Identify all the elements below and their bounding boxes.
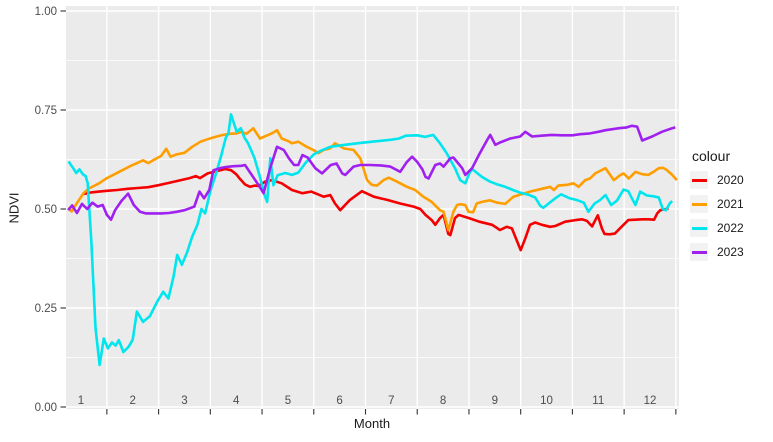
legend: colour 2020 2021 2022 2023	[690, 148, 744, 267]
legend-label: 2023	[717, 245, 744, 259]
x-tick-label: 9	[492, 395, 498, 407]
x-tick-label: 4	[233, 395, 240, 407]
legend-key-line	[691, 250, 707, 254]
legend-entry-2023: 2023	[690, 243, 744, 261]
legend-key-line	[691, 178, 707, 182]
legend-label: 2020	[717, 173, 744, 187]
series-line-2023	[67, 124, 676, 221]
series-line-2020	[83, 167, 669, 252]
legend-key-swatch	[690, 243, 708, 261]
legend-entry-2020: 2020	[690, 171, 744, 189]
legend-title: colour	[692, 148, 731, 164]
legend-entry-2021: 2021	[690, 195, 744, 213]
legend-label: 2022	[717, 221, 744, 235]
legend-key-swatch	[690, 219, 708, 237]
legend-entries: 2020 2021 2022 2023	[690, 171, 744, 261]
y-tick-label: 0.50	[35, 204, 57, 216]
x-tick-label: 12	[644, 395, 657, 407]
legend-label: 2021	[717, 197, 744, 211]
series-line-2021	[67, 126, 678, 232]
x-tick-label: 1	[78, 395, 84, 407]
legend-key-line	[691, 226, 707, 230]
y-tick-label: 1.00	[35, 6, 57, 18]
series-line-2022	[67, 113, 674, 367]
x-tick-label: 10	[540, 395, 553, 407]
legend-entry-2022: 2022	[690, 219, 744, 237]
y-tick-label: 0.25	[35, 303, 57, 315]
x-axis-title: Month	[353, 416, 391, 431]
x-tick-label: 3	[181, 395, 187, 407]
legend-key-swatch	[690, 171, 708, 189]
legend-key-line	[691, 202, 707, 206]
legend-key-swatch	[690, 195, 708, 213]
y-tick-label: 0.00	[35, 402, 57, 414]
y-tick-label: 0.75	[35, 105, 57, 117]
x-tick-label: 7	[388, 395, 394, 407]
x-tick-label: 5	[285, 395, 291, 407]
y-axis-title: NDVI	[6, 192, 22, 224]
x-tick-label: 8	[440, 395, 446, 407]
plot-panel	[66, 6, 679, 409]
x-tick-label: 6	[336, 395, 342, 407]
x-tick-label: 2	[130, 395, 136, 407]
x-tick-label: 11	[592, 395, 604, 407]
